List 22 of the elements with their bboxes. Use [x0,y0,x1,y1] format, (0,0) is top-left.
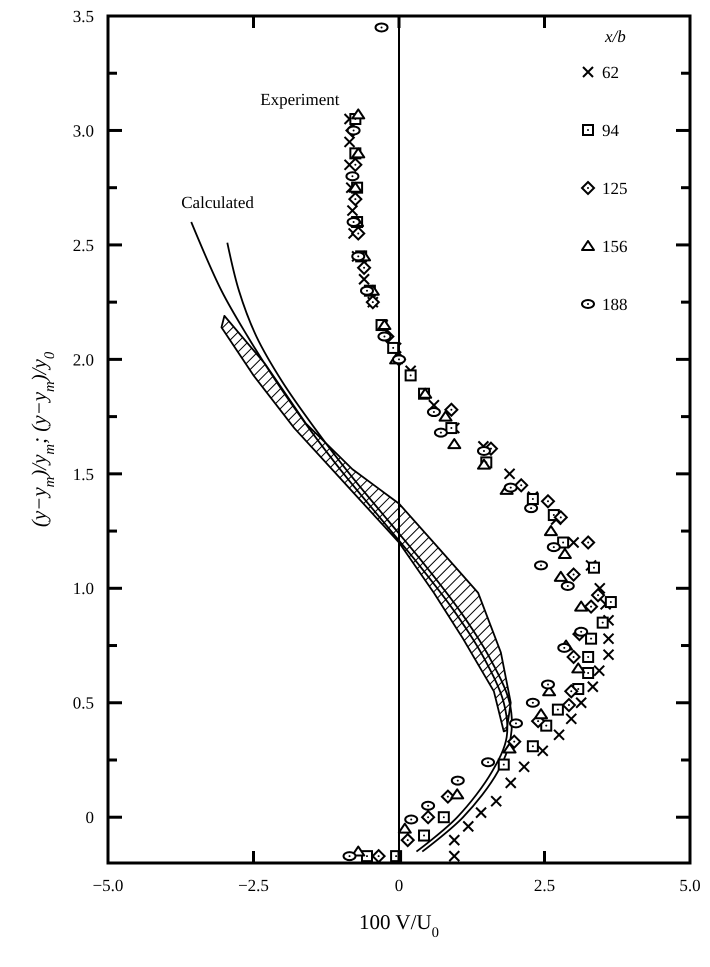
annotation: Calculated [181,193,254,212]
y-tick-label: 2.5 [72,236,94,255]
y-tick-label: 2.0 [72,350,94,370]
x-axis-title: 100 V/U$_{0}$ [359,910,439,941]
y-tick-label: 1.0 [72,579,94,598]
x-tick-label: −2.5 [238,876,269,895]
legend-label: 156 [602,236,628,256]
y-tick-label: 0 [86,808,94,828]
y-tick-label: 1.5 [72,464,94,484]
legend-label: 188 [602,294,628,314]
annotation: Experiment [260,90,340,110]
y-tick-label: 3.5 [72,6,94,26]
x-tick-label: 5.0 [679,876,701,895]
x-tick-label: 0 [394,876,404,895]
legend-label: 125 [602,178,628,198]
y-tick-label: 3.0 [72,121,94,140]
legend-label: 94 [602,120,620,140]
x-tick-label: −5.0 [92,876,124,895]
legend-label: 62 [602,62,619,82]
y-tick-label: 0.5 [72,694,94,713]
x-tick-label: 2.5 [534,876,556,895]
legend-title: x/b [604,27,626,46]
